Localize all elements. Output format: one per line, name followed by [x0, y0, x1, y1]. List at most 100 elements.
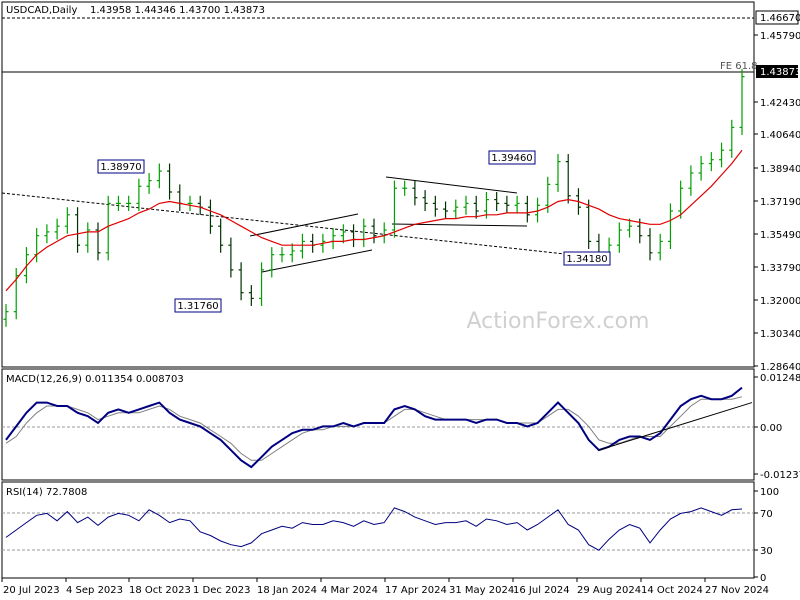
- price-bar: [412, 180, 418, 206]
- svg-text:1.45790: 1.45790: [760, 31, 800, 42]
- svg-text:1.32000: 1.32000: [760, 296, 800, 307]
- time-tick: 18 Jan 2024: [256, 578, 317, 596]
- price-tick: 1.40640: [754, 130, 800, 141]
- svg-text:1.42430: 1.42430: [760, 98, 800, 109]
- price-bar: [187, 195, 193, 211]
- price-bar: [167, 163, 173, 200]
- time-tick: 17 Apr 2024: [384, 578, 447, 596]
- svg-text:1.28640: 1.28640: [760, 362, 800, 373]
- moving-average-line: [5, 149, 743, 292]
- time-tick: 31 May 2024: [448, 578, 514, 596]
- annotation-1-38970: 1.38970: [97, 159, 145, 174]
- price-bar: [678, 180, 684, 219]
- price-tag-last: 1.43873: [756, 65, 800, 78]
- price-bar: [146, 173, 152, 194]
- price-bar: [23, 247, 29, 284]
- price-bar: [667, 203, 673, 249]
- price-panel: ActionForex.com USDCAD,Daily 1.43958 1.4…: [1, 1, 758, 368]
- svg-text:17 Apr 2024: 17 Apr 2024: [385, 585, 447, 596]
- price-bar: [75, 207, 81, 253]
- macd-tick: 0.012483: [754, 373, 800, 384]
- channel-upper-line: [249, 213, 359, 237]
- svg-text:18 Jan 2024: 18 Jan 2024: [257, 585, 317, 596]
- price-bar: [739, 69, 745, 136]
- price-tick: 1.30340: [754, 329, 800, 340]
- price-bar: [228, 237, 234, 278]
- svg-text:14 Oct 2024: 14 Oct 2024: [641, 585, 703, 596]
- price-bar: [514, 195, 520, 213]
- macd-panel-frame: [1, 368, 755, 481]
- price-bar: [259, 262, 265, 306]
- price-bar: [494, 192, 500, 211]
- macd-panel: MACD(12,26,9) 0.011354 0.008703 0.012483…: [1, 368, 800, 481]
- price-bar: [105, 195, 111, 261]
- annotation-1-39460: 1.39460: [488, 150, 536, 165]
- svg-text:1.43873: 1.43873: [760, 67, 800, 78]
- svg-text:27 Nov 2024: 27 Nov 2024: [705, 585, 769, 596]
- price-bar: [535, 197, 541, 223]
- price-bar: [54, 218, 60, 240]
- price-bar: [453, 199, 459, 219]
- time-tick: 20 Jul 2023: [1, 578, 60, 596]
- time-tick: 4 Mar 2024: [320, 578, 378, 596]
- price-tick: 1.42430: [754, 98, 800, 109]
- price-bar: [504, 195, 510, 213]
- price-bar: [698, 155, 704, 181]
- svg-text:1.37190: 1.37190: [760, 197, 800, 208]
- svg-text:1.34180: 1.34180: [566, 254, 607, 265]
- svg-text:20 Jul 2023: 20 Jul 2023: [3, 585, 60, 596]
- macd-title: MACD(12,26,9) 0.011354 0.008703: [6, 374, 184, 385]
- price-bar: [555, 154, 561, 193]
- time-tick: 1 Dec 2023: [192, 578, 251, 596]
- price-bar: [299, 233, 305, 259]
- rsi-panel-frame: [1, 481, 755, 579]
- price-bar: [340, 224, 346, 244]
- price-bar: [207, 199, 213, 234]
- rsi-tick: 70: [754, 509, 773, 520]
- price-bar: [371, 218, 377, 244]
- price-bar: [729, 119, 735, 158]
- price-bar: [279, 247, 285, 263]
- rsi-tick: 30: [754, 546, 773, 557]
- price-bar: [3, 304, 9, 327]
- price-bar: [95, 222, 101, 261]
- svg-text:0.00: 0.00: [760, 423, 782, 434]
- price-bars: [3, 69, 745, 327]
- rsi-panel: RSI(14) 72.7808 100 70 30 0: [1, 481, 779, 584]
- header-ohlc: 1.43958 1.44346 1.43700 1.43873: [90, 5, 265, 16]
- price-bar: [156, 163, 162, 189]
- price-bar: [473, 195, 479, 219]
- price-bar: [657, 233, 663, 261]
- svg-text:30: 30: [760, 546, 773, 557]
- price-tick: 1.35490: [754, 230, 800, 241]
- annotation-fe-61-8: FE 61.8: [720, 61, 758, 72]
- macd-line: [5, 386, 743, 469]
- price-tick: 1.28640: [754, 362, 800, 373]
- svg-text:1.40640: 1.40640: [760, 130, 800, 141]
- price-tick: 1.45790: [754, 31, 800, 42]
- price-bar: [483, 192, 489, 219]
- price-bar: [269, 247, 275, 278]
- channel-upper-line-2: [385, 176, 518, 194]
- svg-text:18 Oct 2023: 18 Oct 2023: [129, 585, 191, 596]
- price-bar: [708, 152, 714, 172]
- price-tick: 1.33790: [754, 263, 800, 274]
- trendline-long-falling: [1, 192, 566, 255]
- price-bar: [402, 180, 408, 196]
- svg-text:4 Mar 2024: 4 Mar 2024: [321, 585, 378, 596]
- price-panel-frame: [1, 1, 755, 368]
- svg-text:1 Dec 2023: 1 Dec 2023: [193, 585, 251, 596]
- svg-text:1.33790: 1.33790: [760, 263, 800, 274]
- annotation-1-34180: 1.34180: [563, 251, 611, 266]
- price-bar: [586, 199, 592, 249]
- svg-text:1.38970: 1.38970: [100, 162, 141, 173]
- time-tick: 14 Oct 2024: [640, 578, 703, 596]
- price-bar: [136, 178, 142, 211]
- price-bar: [524, 195, 530, 223]
- time-tick: 4 Sep 2023: [65, 578, 123, 596]
- svg-text:0: 0: [760, 573, 766, 584]
- svg-text:31 May 2024: 31 May 2024: [449, 585, 514, 596]
- time-axis: 20 Jul 2023 4 Sep 2023 18 Oct 2023 1 Dec…: [1, 578, 769, 596]
- price-tick: 1.32000: [754, 296, 800, 307]
- price-tag-1-46670: 1.46670: [755, 10, 800, 25]
